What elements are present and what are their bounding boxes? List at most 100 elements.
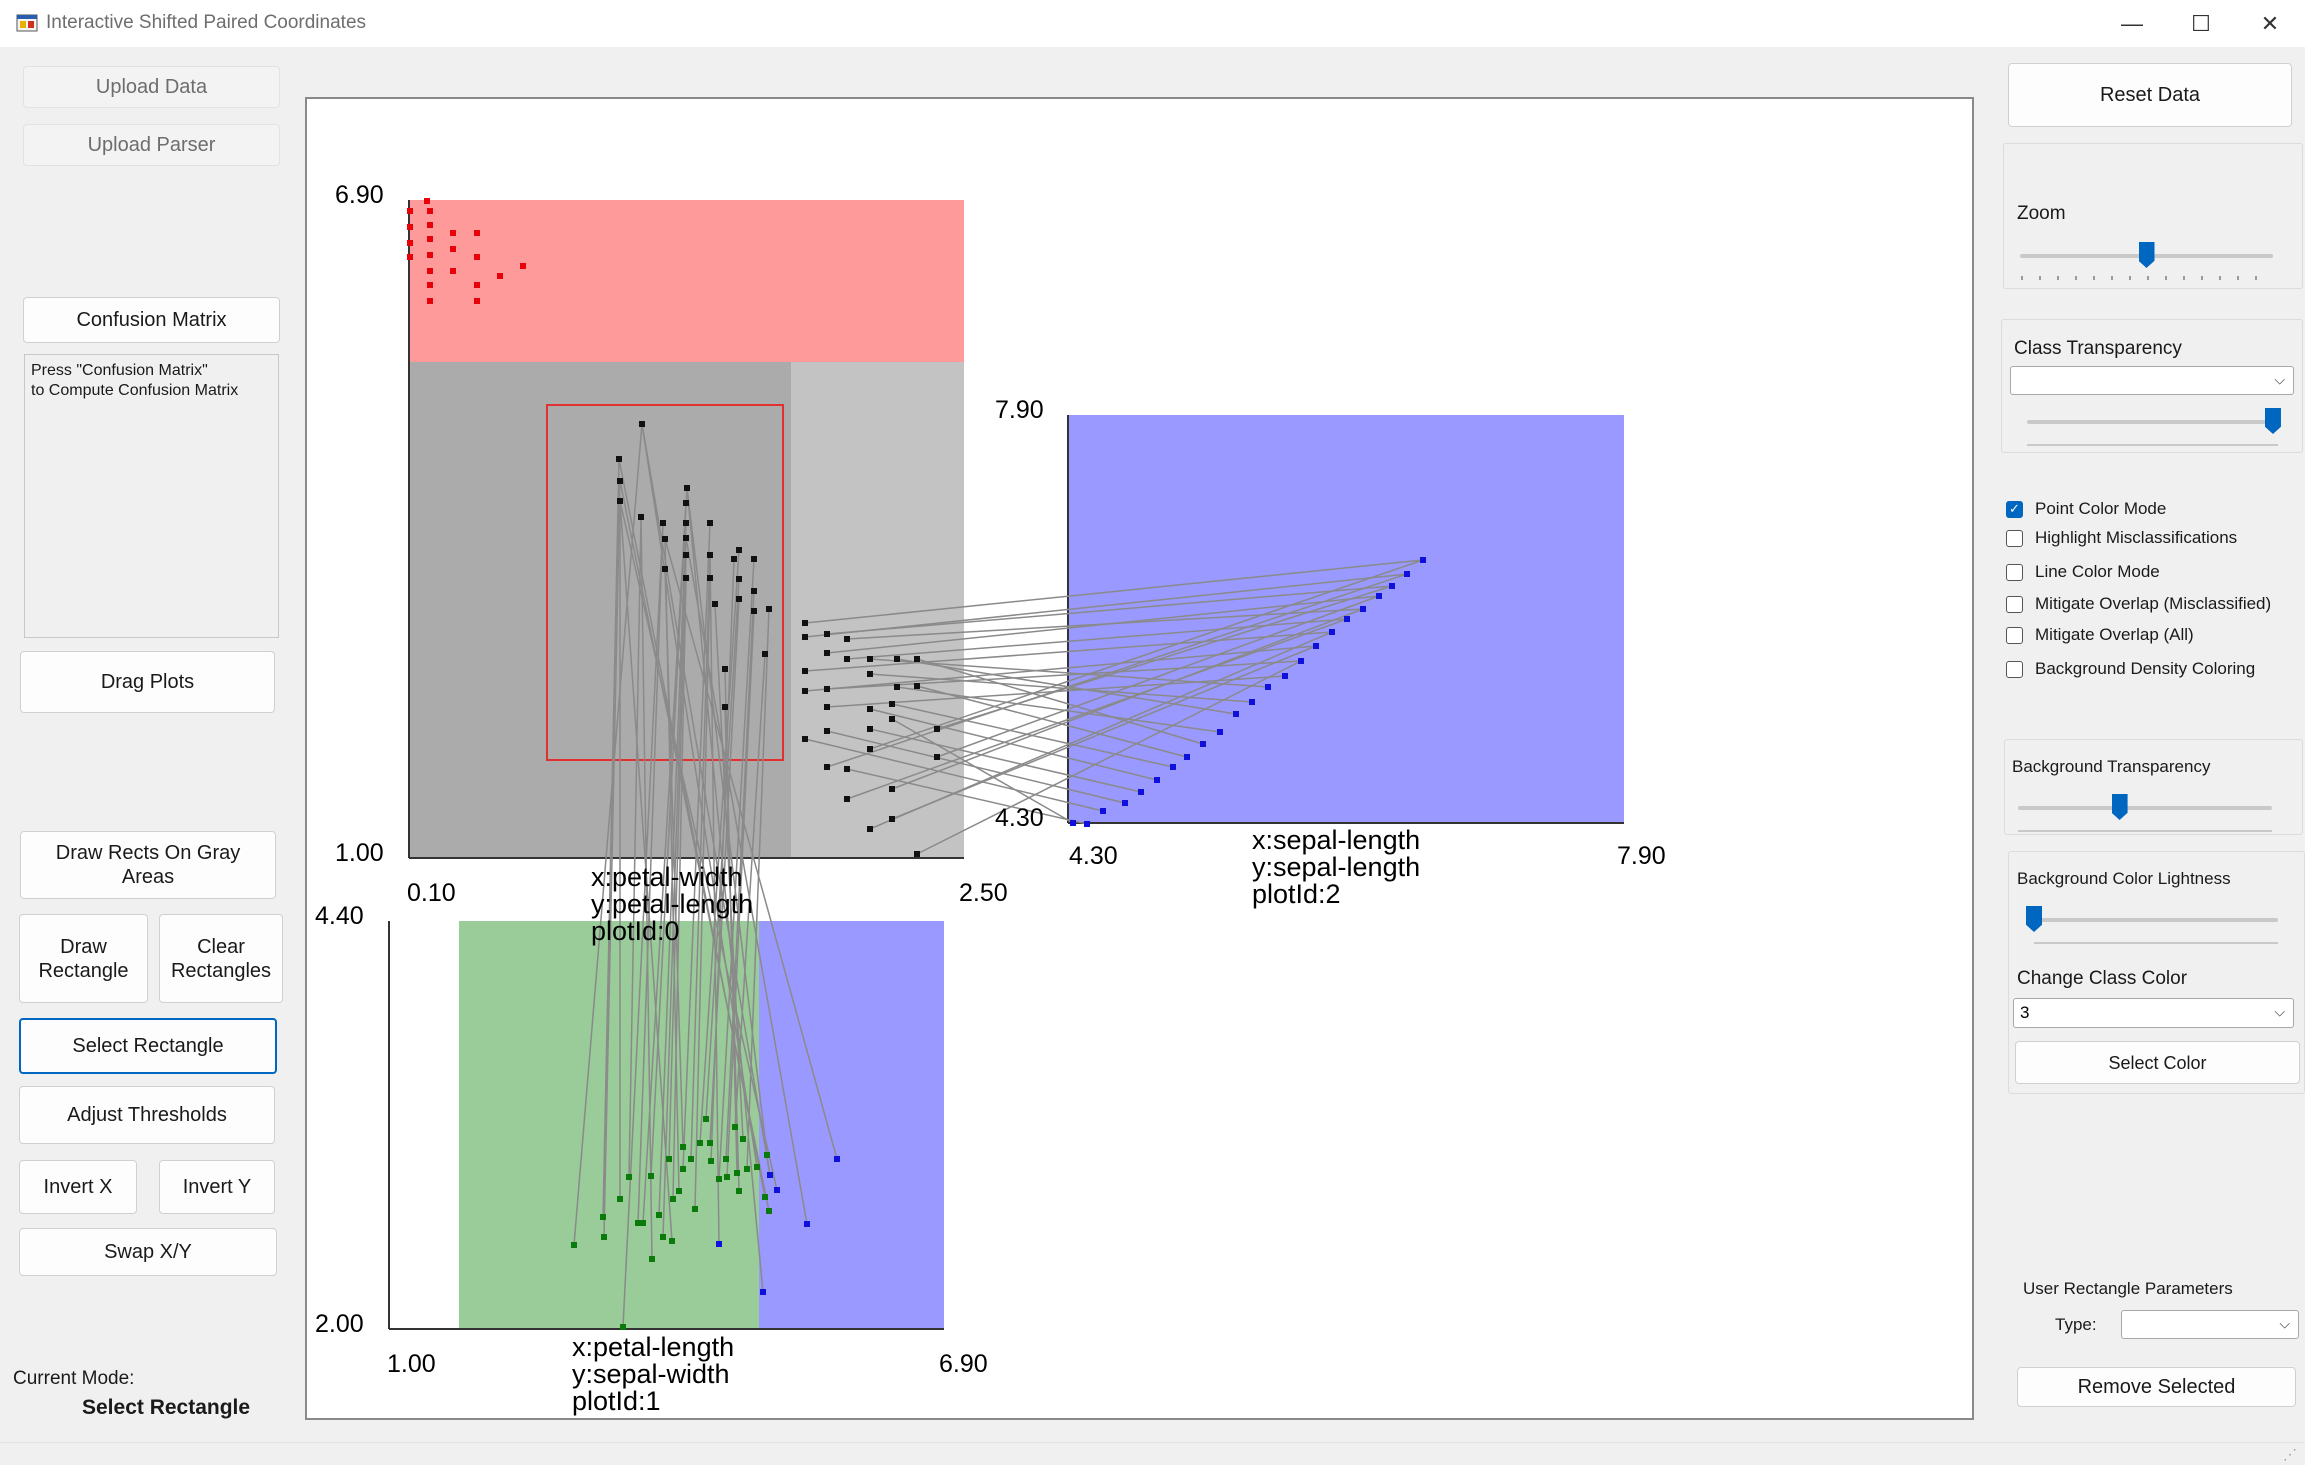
connector-line: [672, 577, 687, 1200]
blue-point: [1170, 764, 1176, 770]
black-point: [712, 601, 718, 607]
background-lightness-label: Background Color Lightness: [2017, 869, 2231, 888]
blue-point: [1313, 643, 1319, 649]
invert-x-button[interactable]: Invert X: [19, 1160, 137, 1214]
background-lightness-slider[interactable]: [2026, 906, 2278, 948]
green-point: [708, 1158, 714, 1164]
checkbox-row-4[interactable]: Mitigate Overlap (All): [2006, 625, 2194, 645]
checkbox[interactable]: [2006, 660, 2023, 678]
close-button[interactable]: ✕: [2260, 10, 2280, 36]
user-rectangle[interactable]: [546, 404, 784, 761]
checkbox[interactable]: [2006, 529, 2023, 547]
black-point: [639, 421, 645, 427]
blue-point: [767, 1172, 773, 1178]
connector-line: [846, 618, 1348, 800]
resize-grip-icon[interactable]: ⋰: [2283, 1446, 2297, 1462]
black-point: [684, 485, 690, 491]
maximize-button[interactable]: ☐: [2191, 10, 2211, 36]
checkbox-row-1[interactable]: Highlight Misclassifications: [2006, 528, 2237, 548]
plot-canvas[interactable]: 6.90 1.00 0.10 2.50 x:petal-width y:peta…: [305, 97, 1974, 1420]
confusion-matrix-button[interactable]: Confusion Matrix: [23, 297, 280, 343]
zoom-slider-thumb[interactable]: [2138, 242, 2155, 268]
reset-data-button[interactable]: Reset Data: [2008, 63, 2292, 127]
checkbox-row-2[interactable]: Line Color Mode: [2006, 562, 2160, 582]
plot1-blue-region: [759, 921, 944, 1329]
red-point: [474, 230, 480, 236]
black-point: [844, 656, 850, 662]
blue-point: [1329, 629, 1335, 635]
select-rectangle-button[interactable]: Select Rectangle: [19, 1018, 277, 1074]
adjust-thresholds-button[interactable]: Adjust Thresholds: [19, 1086, 275, 1144]
checkbox[interactable]: [2006, 626, 2023, 644]
draw-rectangle-button[interactable]: Draw Rectangle: [19, 914, 148, 1003]
plot-svg[interactable]: 6.90 1.00 0.10 2.50 x:petal-width y:peta…: [307, 99, 1974, 1420]
background-transparency-slider[interactable]: [2018, 794, 2272, 836]
current-mode-value: Select Rectangle: [82, 1396, 251, 1419]
connector-line: [668, 554, 687, 1160]
class-select-combo[interactable]: 3 ⌵: [2013, 998, 2294, 1028]
clear-rectangles-label-1: Clear: [197, 935, 245, 958]
class-transparency-slider-thumb[interactable]: [2264, 408, 2281, 434]
confusion-matrix-hint: Press "Confusion Matrix" to Compute Conf…: [31, 361, 238, 401]
upload-data-button[interactable]: Upload Data: [23, 66, 280, 108]
black-point: [683, 575, 689, 581]
select-color-button[interactable]: Select Color: [2015, 1041, 2300, 1084]
checkbox-checked[interactable]: ✓: [2006, 500, 2023, 518]
plot1-ymax-tick: 4.40: [315, 902, 364, 930]
red-point: [427, 222, 433, 228]
rect-type-combo[interactable]: ⌵: [2121, 1310, 2299, 1339]
checkbox-row-0[interactable]: ✓ Point Color Mode: [2006, 499, 2166, 519]
black-point: [934, 754, 940, 760]
clear-rectangles-button[interactable]: Clear Rectangles: [159, 914, 283, 1003]
draw-rects-on-gray-button[interactable]: Draw Rects On Gray Areas: [20, 831, 276, 899]
blue-point: [1420, 557, 1426, 563]
remove-selected-button[interactable]: Remove Selected: [2017, 1367, 2296, 1407]
black-point: [867, 726, 873, 732]
black-point: [802, 634, 808, 640]
plot2-xmin-tick: 4.30: [1069, 842, 1118, 870]
red-point: [427, 208, 433, 214]
zoom-slider[interactable]: [2020, 242, 2273, 284]
black-point: [617, 498, 623, 504]
checkbox-row-5[interactable]: Background Density Coloring: [2006, 659, 2255, 679]
connector-line: [846, 768, 1088, 825]
blue-point: [1344, 616, 1350, 622]
connector-line: [637, 522, 664, 1224]
connector-lines: [573, 423, 1424, 1328]
green-point: [666, 1156, 672, 1162]
black-point: [824, 686, 830, 692]
blue-point: [1138, 789, 1144, 795]
draw-rectangle-label-1: Draw: [60, 935, 107, 958]
upload-parser-button[interactable]: Upload Parser: [23, 124, 280, 166]
minimize-button[interactable]: —: [2121, 10, 2143, 36]
black-point: [662, 536, 668, 542]
green-point: [669, 1238, 675, 1244]
green-point: [680, 1166, 686, 1172]
connector-line: [869, 728, 1142, 793]
plot0-red-region: [409, 200, 964, 362]
black-point: [867, 656, 873, 662]
connector-line: [650, 502, 687, 1177]
drag-plots-button[interactable]: Drag Plots: [20, 651, 275, 713]
swap-xy-button[interactable]: Swap X/Y: [19, 1228, 277, 1276]
class-transparency-label: Class Transparency: [2014, 338, 2182, 359]
background-transparency-slider-thumb[interactable]: [2111, 794, 2128, 820]
green-point: [648, 1173, 654, 1179]
class-transparency-combo[interactable]: ⌵: [2010, 366, 2294, 395]
class-transparency-slider[interactable]: [2027, 408, 2281, 450]
zoom-label: Zoom: [2017, 203, 2066, 224]
green-point: [640, 1220, 646, 1226]
checkbox-row-3[interactable]: Mitigate Overlap (Misclassified): [2006, 594, 2271, 614]
plot1-ylabel: y:sepal-width: [572, 1359, 730, 1389]
black-point: [707, 575, 713, 581]
black-point: [867, 706, 873, 712]
class-select-value: 3: [2020, 1003, 2030, 1022]
checkbox[interactable]: [2006, 595, 2023, 613]
green-point: [754, 1164, 760, 1170]
background-lightness-slider-thumb[interactable]: [2026, 906, 2042, 932]
checkbox[interactable]: [2006, 563, 2023, 581]
plot1-xlabel: x:petal-length: [572, 1332, 734, 1362]
invert-y-button[interactable]: Invert Y: [159, 1160, 275, 1214]
window-title: Interactive Shifted Paired Coordinates: [46, 12, 367, 33]
black-point: [867, 746, 873, 752]
